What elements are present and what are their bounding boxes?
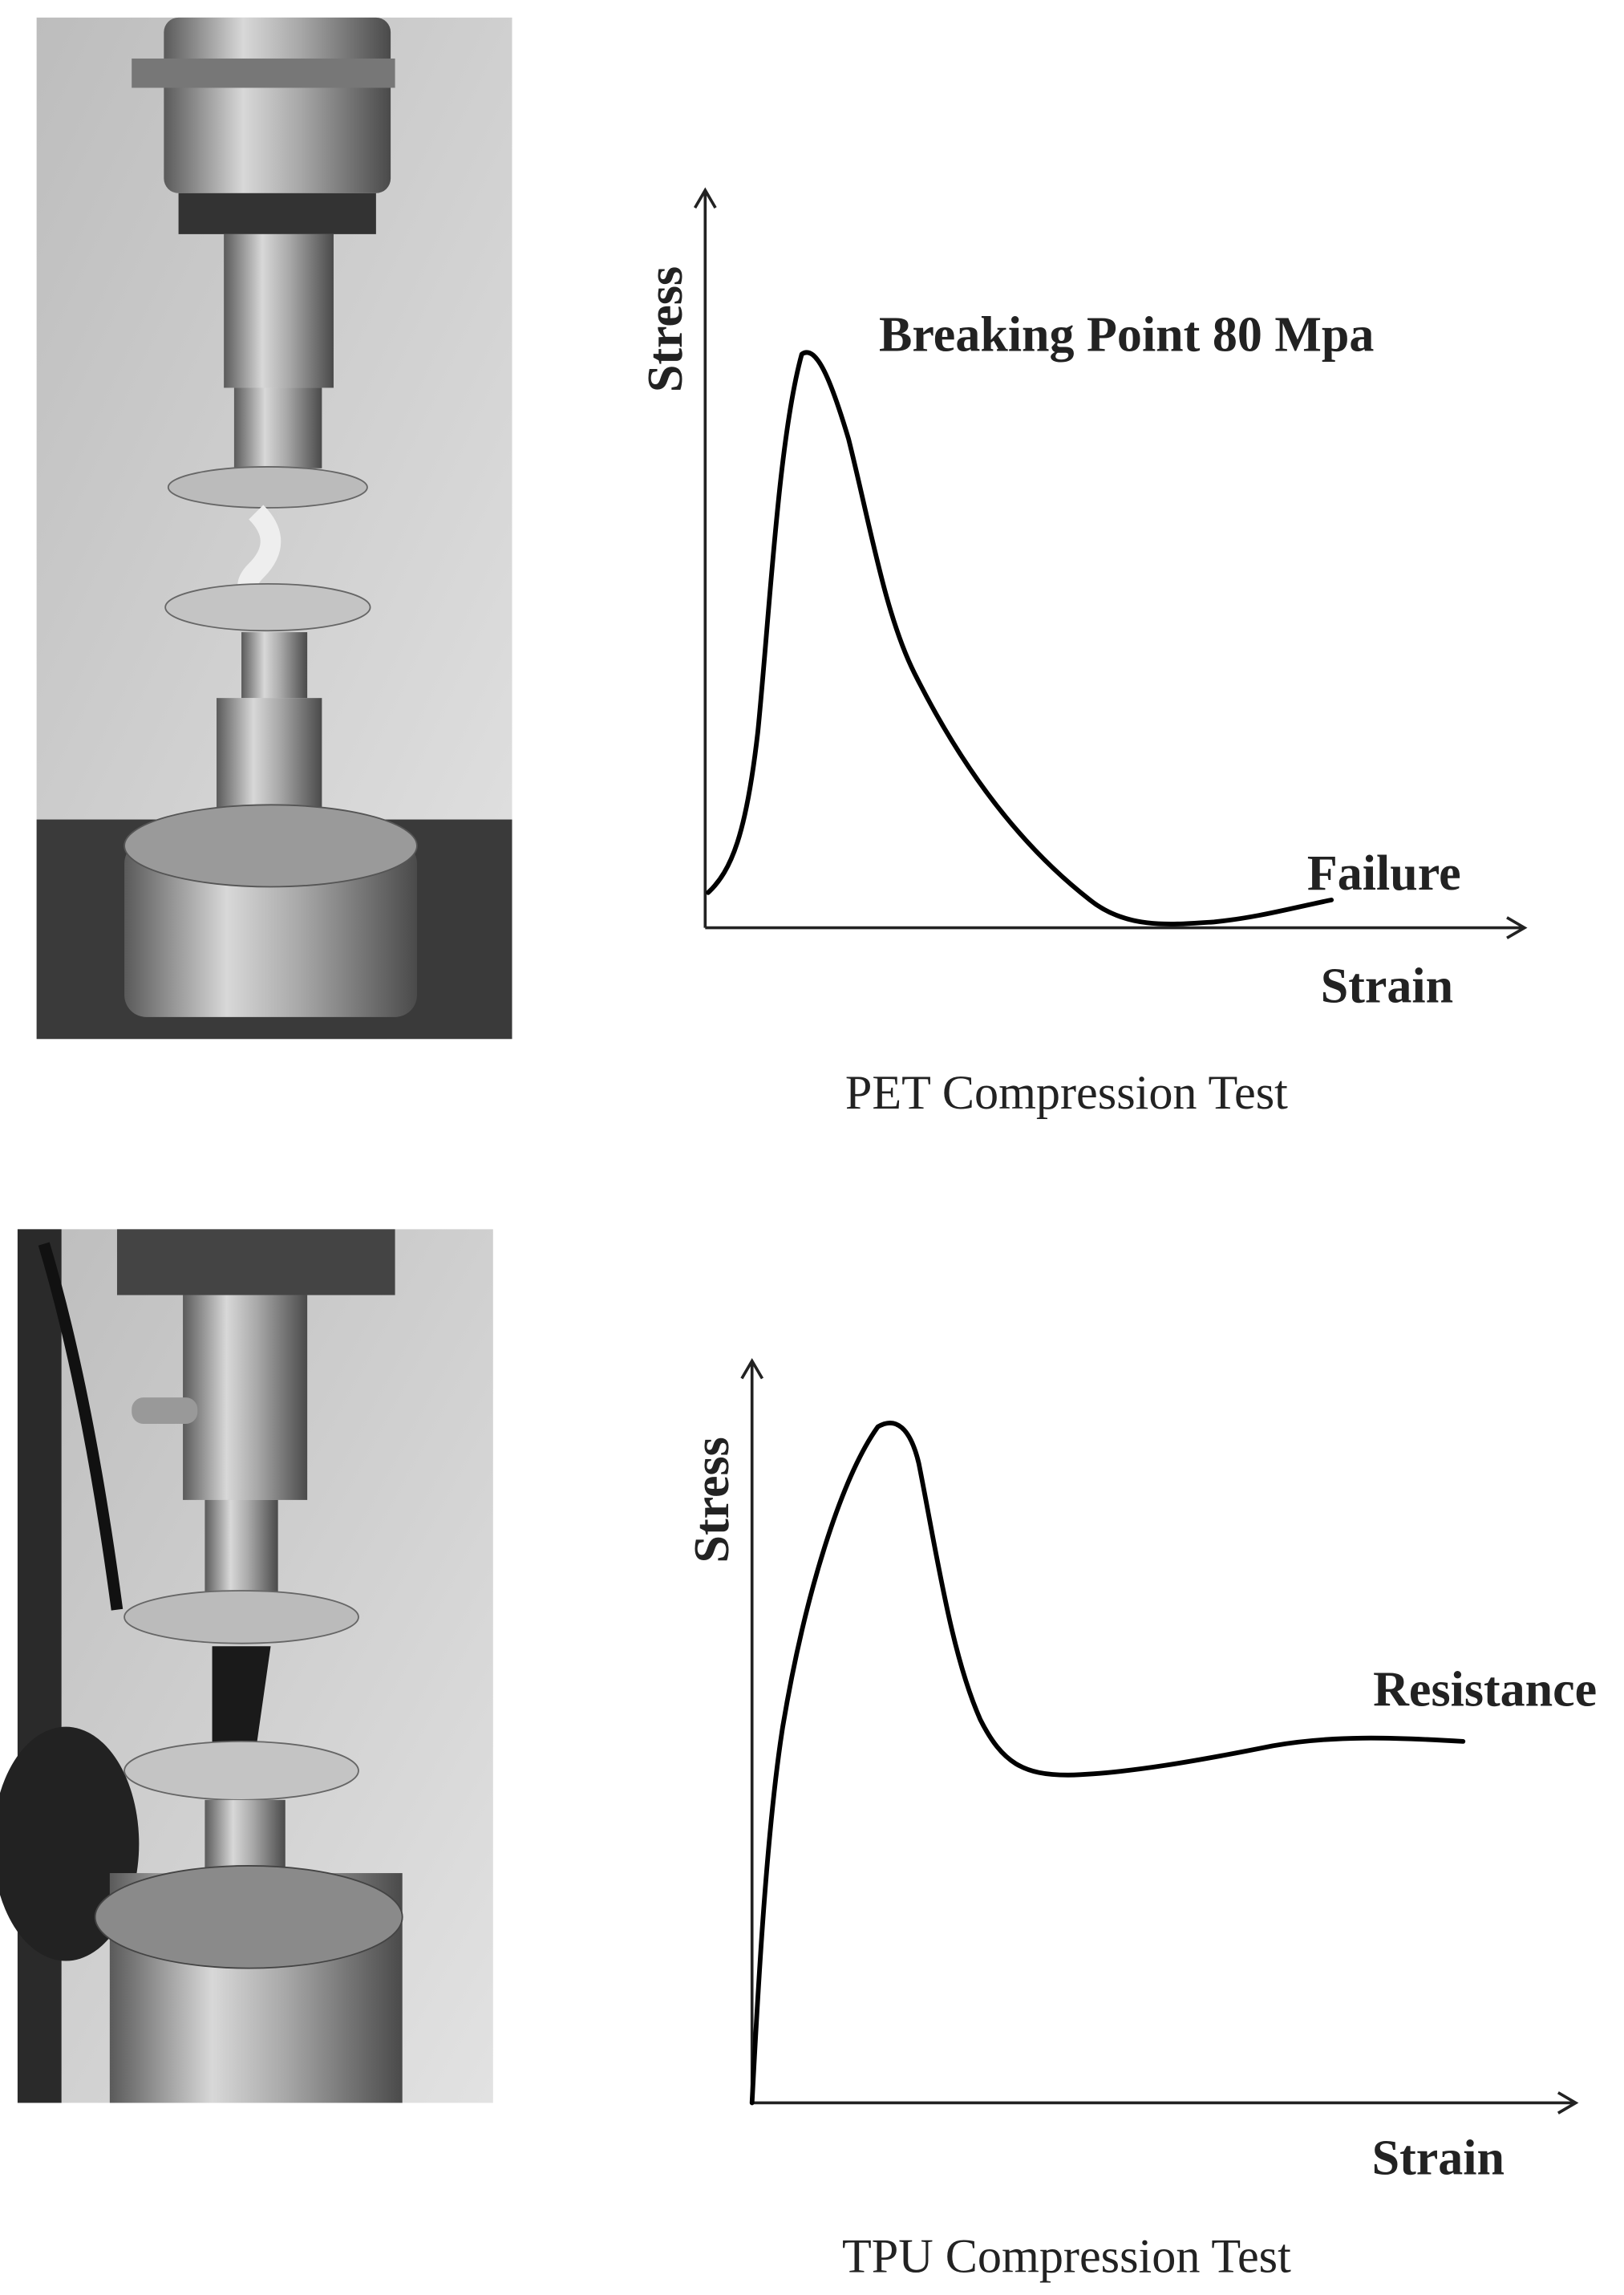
x-axis-label: Strain bbox=[1321, 959, 1453, 1013]
stress-curve bbox=[706, 350, 1334, 927]
chart-pet: Stress Breaking Point 80 Mpa Failure Str… bbox=[638, 187, 1528, 1120]
photo-pet bbox=[36, 17, 512, 1040]
chart-tpu: Stress Resistance Strain TPU Compression… bbox=[685, 1357, 1597, 2283]
axes bbox=[740, 1357, 1579, 2115]
caption: PET Compression Test bbox=[845, 1066, 1288, 1120]
photo-tpu bbox=[0, 1229, 493, 2103]
x-axis-label: Strain bbox=[1372, 2131, 1505, 2186]
y-axis-label: Stress bbox=[685, 1437, 739, 1563]
axes bbox=[693, 187, 1528, 939]
caption: TPU Compression Test bbox=[842, 2229, 1291, 2283]
annotation: Breaking Point 80 Mpa bbox=[879, 307, 1374, 362]
annotation: Resistance bbox=[1373, 1663, 1597, 1717]
y-axis-label: Stress bbox=[638, 266, 693, 392]
annotation: Failure bbox=[1307, 846, 1461, 901]
stress-curve bbox=[749, 1421, 1466, 2106]
